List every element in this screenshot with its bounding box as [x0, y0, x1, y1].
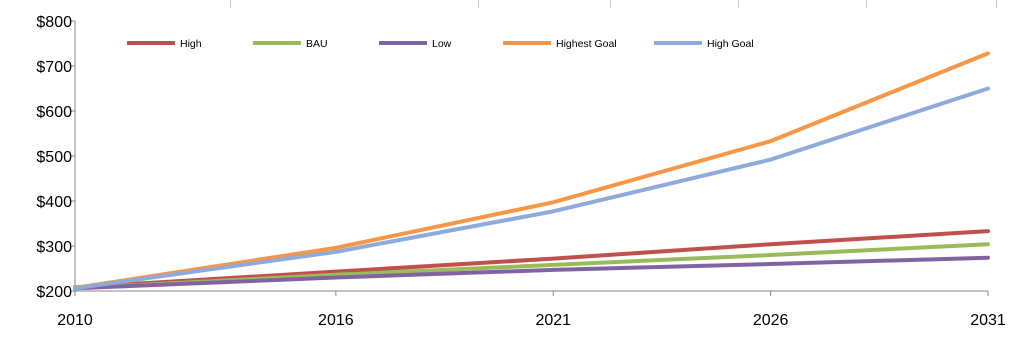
legend-label: High Goal [707, 38, 754, 50]
cell-divider [996, 0, 997, 8]
legend-label: Low [432, 38, 452, 50]
y-tick-label: $800 [36, 14, 72, 31]
cell-divider [230, 0, 231, 8]
cell-divider [478, 0, 479, 8]
y-tick-label: $200 [36, 284, 72, 301]
y-axis-labels: $200 $300 $400 $500 $600 $700 $800 [36, 14, 72, 301]
x-tick-label: 2021 [535, 312, 571, 329]
cell-divider [738, 0, 739, 8]
x-axis-labels: 2010 2016 2021 2026 2031 [57, 312, 1006, 329]
y-tick-label: $400 [36, 194, 72, 211]
spreadsheet-row-fragment [0, 0, 1014, 8]
series-line-highest-goal [73, 51, 990, 290]
y-tick-label: $700 [36, 59, 72, 76]
legend: High BAU Low Highest Goal High Goal [127, 38, 754, 50]
x-tick-label: 2026 [753, 312, 789, 329]
series-line-high-goal [73, 86, 990, 291]
series-line-low [73, 255, 990, 291]
legend-label: BAU [306, 38, 328, 50]
series-line-high [73, 229, 990, 290]
axes [70, 20, 989, 296]
legend-label: High [180, 38, 202, 50]
cell-divider [866, 0, 867, 8]
legend-label: Highest Goal [556, 38, 617, 50]
x-tick-label: 2010 [57, 312, 93, 329]
cell-divider [610, 0, 611, 8]
series-lines [73, 51, 990, 291]
y-tick-label: $300 [36, 239, 72, 256]
x-tick-label: 2016 [318, 312, 354, 329]
y-tick-label: $500 [36, 149, 72, 166]
x-tick-label: 2031 [970, 312, 1006, 329]
y-tick-label: $600 [36, 104, 72, 121]
